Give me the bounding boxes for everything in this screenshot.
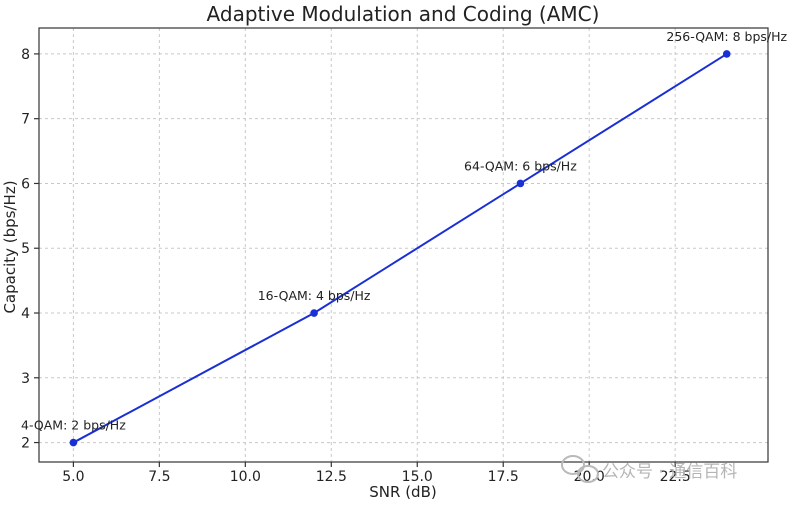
data-point [69, 438, 78, 447]
data-label: 16-QAM: 4 bps/Hz [258, 288, 371, 303]
y-tick-label: 8 [21, 47, 30, 63]
x-tick-label: 12.5 [316, 469, 347, 485]
grid-lines [39, 28, 768, 462]
y-tick-label: 7 [21, 112, 30, 128]
x-tick-label: 7.5 [148, 469, 170, 485]
y-tick-label: 6 [21, 176, 30, 192]
data-label: 64-QAM: 6 bps/Hz [464, 158, 577, 173]
data-label: 4-QAM: 2 bps/Hz [21, 418, 126, 433]
data-point [310, 309, 318, 317]
data-point [722, 50, 731, 58]
y-axis-label: Capacity (bps/Hz) [1, 180, 19, 313]
data-label: 256-QAM: 8 bps/Hz [666, 29, 787, 44]
series-layer [69, 50, 731, 447]
y-tick-label: 4 [21, 306, 30, 322]
watermark-text: 公众号 · 通信百科 [602, 462, 737, 482]
series-line [72, 53, 728, 444]
chart-title: Adaptive Modulation and Coding (AMC) [207, 2, 600, 26]
y-axis: 2 3 4 5 6 7 8 [21, 47, 39, 452]
x-axis: 5.0 7.5 10.0 12.5 15.0 17.5 20.0 22.5 [62, 462, 691, 485]
watermark: 公众号 · 通信百科 [561, 455, 737, 483]
annotation-layer: 4-QAM: 2 bps/Hz 16-QAM: 4 bps/Hz 64-QAM: 6… [21, 29, 788, 433]
x-tick-label: 17.5 [488, 469, 519, 485]
x-tick-label: 22.5 [660, 469, 691, 485]
x-tick-label: 5.0 [62, 469, 84, 485]
x-tick-label: 10.0 [230, 469, 261, 485]
y-tick-label: 5 [21, 241, 30, 257]
y-tick-label: 2 [21, 436, 30, 452]
data-point [516, 179, 525, 188]
wechat-icon [561, 455, 599, 483]
plot-frame [38, 27, 769, 463]
x-tick-label: 15.0 [402, 469, 433, 485]
y-tick-label: 3 [21, 371, 30, 387]
x-axis-label: SNR (dB) [369, 483, 436, 501]
